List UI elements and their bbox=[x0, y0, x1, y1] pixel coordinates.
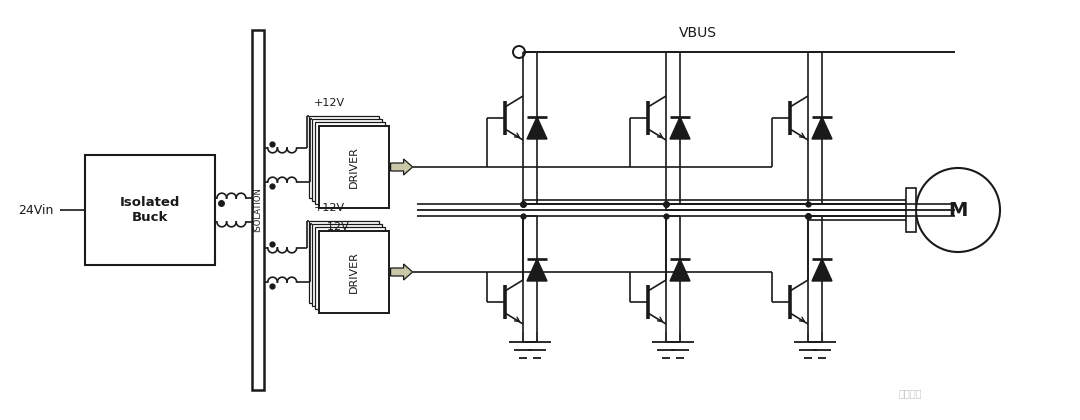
Bar bbox=[314, 122, 384, 204]
Text: Isolated
Buck: Isolated Buck bbox=[120, 196, 180, 224]
Bar bbox=[312, 224, 381, 306]
FancyArrow shape bbox=[391, 159, 413, 175]
Bar bbox=[252, 30, 264, 390]
Bar bbox=[314, 227, 384, 309]
Text: VBUS: VBUS bbox=[678, 26, 716, 40]
Bar bbox=[85, 155, 215, 265]
Bar bbox=[309, 116, 379, 198]
Bar bbox=[319, 126, 389, 208]
Bar bbox=[309, 221, 379, 303]
Polygon shape bbox=[812, 117, 832, 139]
Bar bbox=[312, 119, 381, 201]
Text: +12V: +12V bbox=[313, 203, 345, 213]
Polygon shape bbox=[527, 117, 546, 139]
Text: M: M bbox=[948, 200, 968, 220]
Text: DRIVER: DRIVER bbox=[349, 146, 359, 188]
Polygon shape bbox=[670, 117, 690, 139]
Text: -12V: -12V bbox=[324, 222, 349, 232]
Bar bbox=[319, 231, 389, 313]
Text: 24Vin: 24Vin bbox=[18, 204, 53, 216]
FancyArrow shape bbox=[391, 264, 413, 280]
Text: DRIVER: DRIVER bbox=[349, 251, 359, 293]
Bar bbox=[906, 188, 916, 232]
Text: +12V: +12V bbox=[313, 98, 345, 108]
Polygon shape bbox=[670, 259, 690, 281]
Polygon shape bbox=[812, 259, 832, 281]
Text: 瑞萨电子: 瑞萨电子 bbox=[899, 388, 921, 398]
Polygon shape bbox=[527, 259, 546, 281]
Text: ISOLATION: ISOLATION bbox=[254, 188, 262, 232]
